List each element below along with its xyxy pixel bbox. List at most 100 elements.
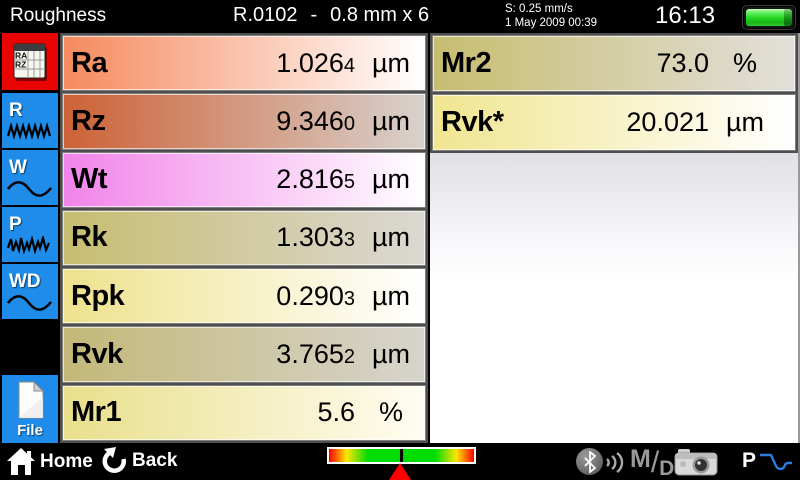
last-digit: 3 <box>343 287 355 310</box>
svg-text:RA: RA <box>15 50 27 60</box>
sidebar-item-p-profile[interactable]: P <box>2 207 58 262</box>
result-row-wt[interactable]: Wt 2.8165 µm <box>62 151 426 208</box>
signal-waves-icon <box>606 452 624 473</box>
sidebar-item-label: W <box>9 157 27 178</box>
result-row-ra[interactable]: Ra 1.0264 µm <box>62 35 426 92</box>
md-mode-button[interactable]: M/D <box>630 445 674 480</box>
file-page-icon <box>18 380 45 419</box>
param-label: Rvk* <box>441 106 504 138</box>
roughness-wave-icon <box>6 122 52 140</box>
setup-dash: - <box>310 4 318 26</box>
back-button[interactable]: Back <box>100 447 177 475</box>
bluetooth-button[interactable] <box>576 448 603 475</box>
param-label: Rk <box>71 221 108 254</box>
home-label: Home <box>40 450 93 472</box>
result-row-mr2[interactable]: Mr2 73.0 % <box>432 35 796 92</box>
last-digit: 2 <box>343 346 355 369</box>
sidebar-item-r-profile[interactable]: R <box>2 93 58 148</box>
result-row-rk[interactable]: Rk 1.3033 µm <box>62 209 426 267</box>
results-column-right: Mr2 73.0 % Rvk* 20.021 µm <box>430 33 800 443</box>
last-digit: 0 <box>343 112 355 135</box>
results-column-left: Ra 1.0264 µm Rz 9.3460 µm Wt 2.8165 µm R… <box>60 33 428 443</box>
result-row-rpk[interactable]: Rpk 0.2903 µm <box>62 268 426 325</box>
param-unit: µm <box>371 105 411 136</box>
result-row-rvk[interactable]: Rvk 3.7652 µm <box>62 326 426 383</box>
param-value: 3.7652 <box>276 339 355 370</box>
param-unit: µm <box>371 339 411 370</box>
battery-icon <box>742 5 796 30</box>
param-value: 2.8165 <box>276 164 355 195</box>
sidebar-item-w-profile[interactable]: W <box>2 150 58 205</box>
back-icon <box>102 447 126 473</box>
param-unit: % <box>732 48 757 78</box>
result-row-rvk-star[interactable]: Rvk* 20.021 µm <box>432 94 796 151</box>
battery-cap <box>784 9 792 26</box>
wd-wave-icon <box>6 294 53 311</box>
program-id: R.0102 <box>233 4 298 26</box>
p-label: P <box>742 449 757 472</box>
empty-results-area <box>430 153 798 443</box>
param-label: Ra <box>71 46 108 79</box>
primary-wave-icon <box>6 236 51 254</box>
param-unit: µm <box>371 222 411 253</box>
sidebar-item-label: WD <box>9 271 41 292</box>
profile-trace-icon <box>760 453 793 471</box>
param-value: 20.021 <box>626 107 709 137</box>
result-row-rz[interactable]: Rz 9.3460 µm <box>62 93 426 150</box>
param-label: Rpk <box>71 279 125 312</box>
home-icon <box>7 448 35 475</box>
sidebar-item-wd-profile[interactable]: WD <box>2 264 58 319</box>
battery-fill <box>746 9 792 26</box>
sidebar-item-file[interactable]: File <box>2 375 58 443</box>
sidebar-item-label: P <box>9 214 22 235</box>
clock: 16:13 <box>655 2 716 29</box>
sidebar-item-label: File <box>17 422 43 439</box>
last-digit: 5 <box>343 171 355 194</box>
speed-date-block: S: 0.25 mm/s 1 May 2009 00:39 <box>505 2 597 30</box>
results-group-right: Mr2 73.0 % Rvk* 20.021 µm <box>430 33 798 153</box>
tolerance-pointer-icon <box>389 463 411 480</box>
param-value: 9.3460 <box>276 105 355 136</box>
traverse-speed: S: 0.25 mm/s <box>505 3 573 15</box>
sidebar-item-label: R <box>9 100 23 121</box>
param-value: 73.0 <box>656 48 709 78</box>
cutoff-setting: 0.8 mm x 6 <box>330 4 430 26</box>
camera-icon <box>674 449 718 476</box>
date-time: 1 May 2009 00:39 <box>505 17 598 29</box>
tolerance-marker <box>399 449 403 462</box>
md-d: D <box>659 457 675 480</box>
param-label: Rz <box>71 104 106 137</box>
svg-text:RZ: RZ <box>15 59 26 69</box>
result-row-mr1[interactable]: Mr1 5.6 % <box>62 384 426 441</box>
param-unit: µm <box>371 164 411 195</box>
waviness-wave-icon <box>6 180 53 197</box>
param-unit: µm <box>725 107 765 137</box>
param-value: 1.0264 <box>276 47 355 78</box>
param-unit: µm <box>371 280 411 311</box>
sidebar-item-results[interactable]: RA RZ <box>2 33 58 90</box>
tolerance-bar <box>327 447 476 464</box>
measurement-setup: R.0102-0.8 mm x 6 <box>233 4 429 27</box>
home-button[interactable]: Home <box>6 447 93 476</box>
page-title: Roughness <box>10 5 107 26</box>
last-digit: 4 <box>343 54 355 77</box>
param-value: 1.3033 <box>276 222 355 253</box>
md-m: M <box>630 445 651 473</box>
param-label: Wt <box>71 163 108 196</box>
param-unit: µm <box>371 47 411 78</box>
back-label: Back <box>132 450 178 471</box>
param-value: 5.6 <box>317 397 355 428</box>
param-label: Mr2 <box>441 47 492 79</box>
md-slash: / <box>650 446 660 479</box>
last-digit: 3 <box>343 229 355 252</box>
param-label: Mr1 <box>71 396 122 429</box>
bottom-toolbar: Home Back M/D <box>0 443 800 480</box>
p-profile-quick-button[interactable]: P <box>742 449 793 473</box>
param-value: 0.2903 <box>276 280 355 311</box>
top-status-bar: Roughness R.0102-0.8 mm x 6 S: 0.25 mm/s… <box>0 0 800 33</box>
param-unit: % <box>378 397 403 428</box>
param-label: Rvk <box>71 338 123 371</box>
camera-button[interactable] <box>674 448 718 480</box>
bluetooth-icon <box>583 450 596 473</box>
